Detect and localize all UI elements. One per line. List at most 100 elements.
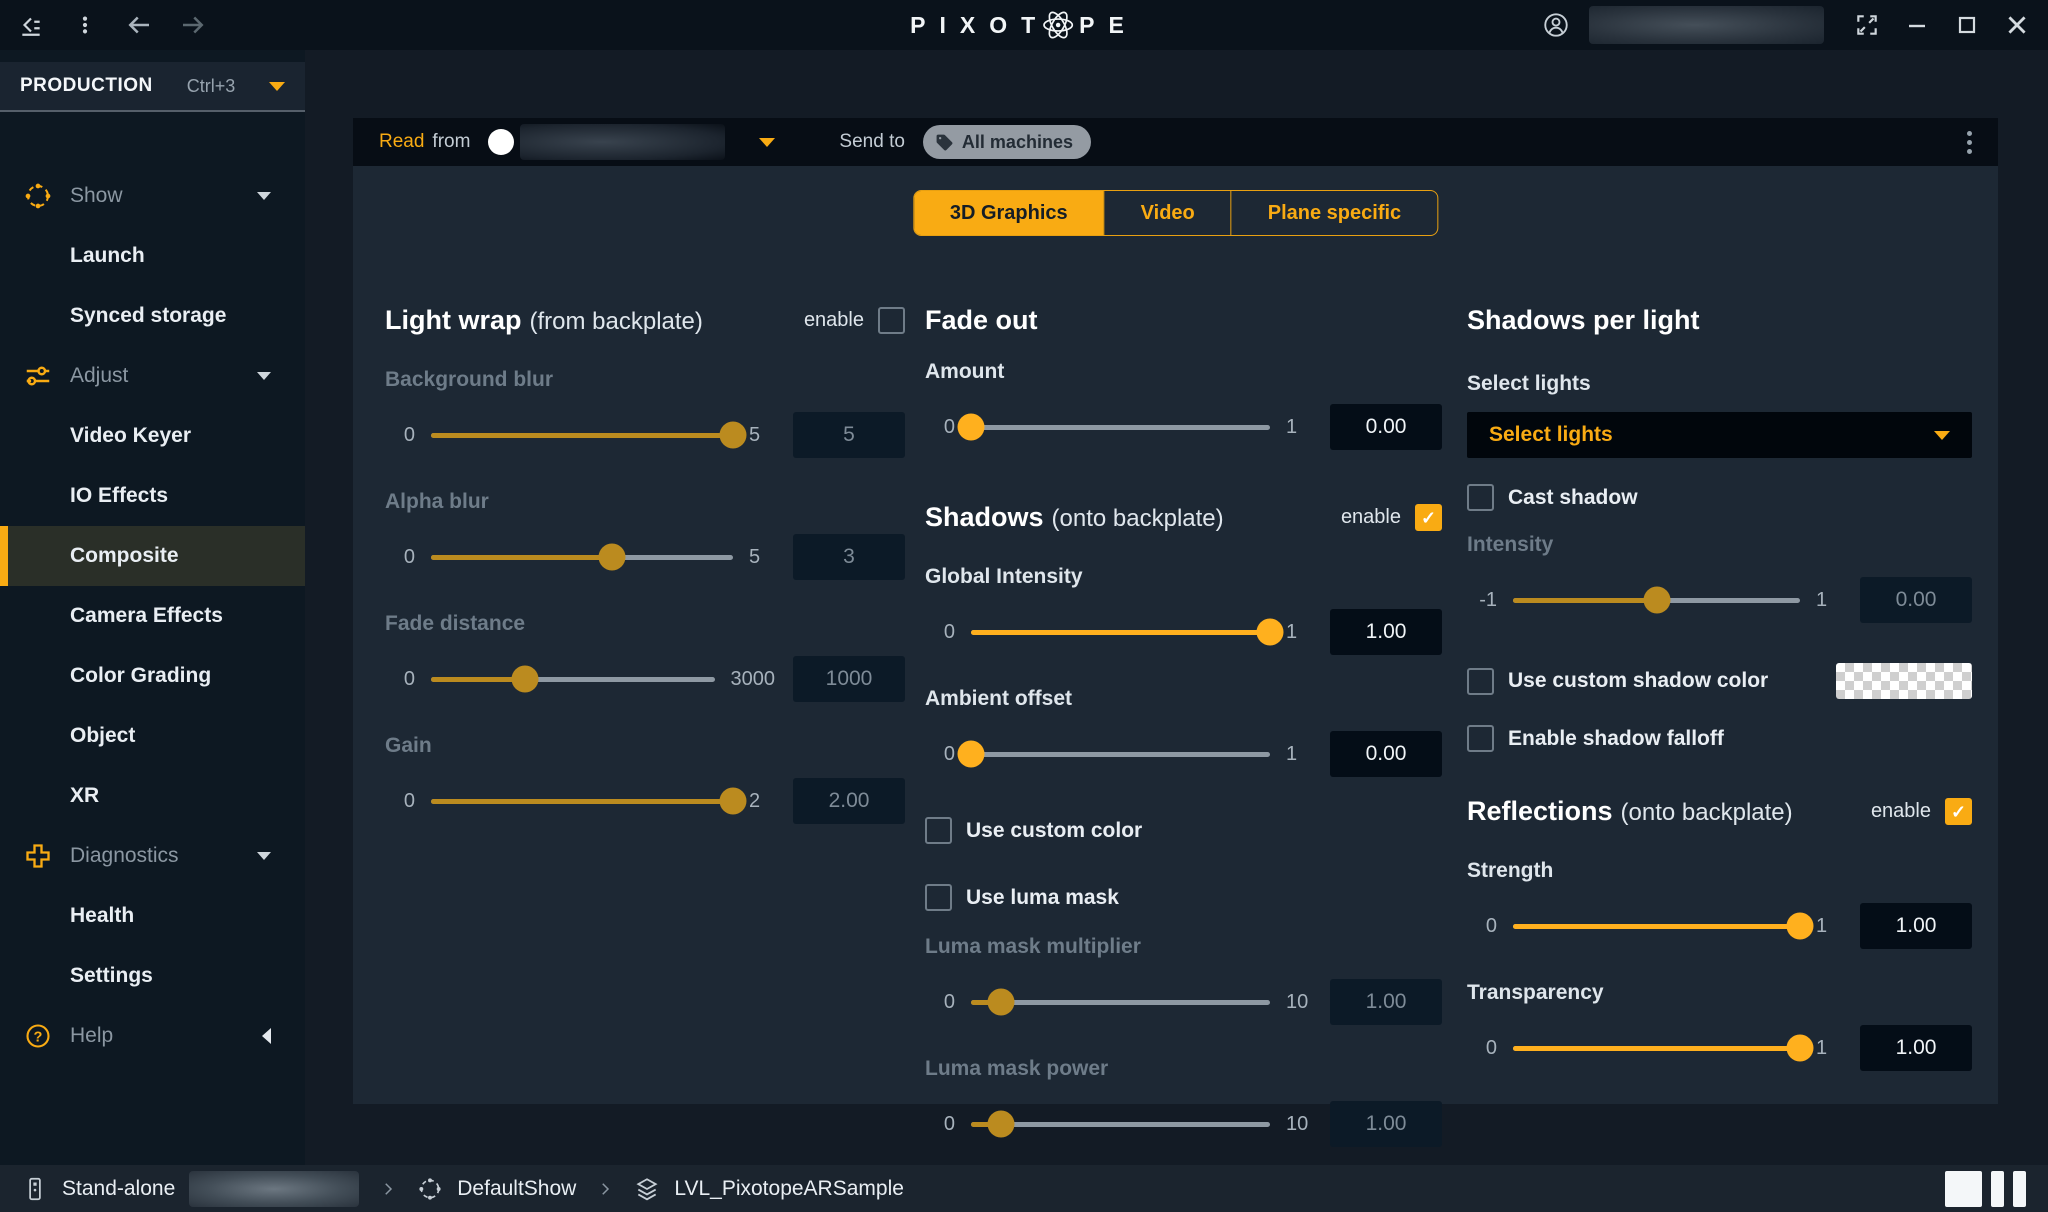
sidebar-item-settings[interactable]: Settings (0, 946, 305, 1006)
reflections-enable-checkbox[interactable] (1945, 798, 1972, 825)
transparency-value[interactable]: 1.00 (1860, 1025, 1972, 1071)
alpha-blur-value[interactable]: 3 (793, 534, 905, 580)
sidebar-item-diagnostics[interactable]: Diagnostics (0, 826, 305, 886)
layout-panels-control[interactable] (1945, 1170, 2026, 1207)
strength-slider: 0 1 1.00 (1467, 903, 1972, 949)
maximize-icon[interactable] (1952, 10, 1982, 40)
level-breadcrumb-label[interactable]: LVL_PixotopeARSample (674, 1176, 904, 1200)
slider-handle[interactable] (511, 665, 539, 693)
panel-kebab-icon[interactable] (1967, 130, 1972, 154)
all-machines-tag[interactable]: All machines (922, 125, 1091, 159)
slider-track[interactable] (431, 787, 747, 815)
tab-plane-specific[interactable]: Plane specific (1230, 191, 1437, 235)
sidebar-item-show[interactable]: Show (0, 166, 305, 226)
light-wrap-section: Light wrap (from backplate) enable Backgr… (385, 305, 905, 824)
menu-kebab-icon[interactable] (70, 10, 100, 40)
send-to-label: Send to (839, 131, 905, 152)
slider-handle[interactable] (987, 1110, 1015, 1138)
shadows-enable-row: enable (1341, 504, 1442, 531)
fade-out-title: Fade out (925, 305, 1038, 335)
show-breadcrumb-label[interactable]: DefaultShow (457, 1176, 577, 1200)
slider-track[interactable] (971, 1110, 1270, 1138)
close-icon[interactable] (2002, 10, 2032, 40)
background-blur-value[interactable]: 5 (793, 412, 905, 458)
ambient-offset-value[interactable]: 0.00 (1330, 731, 1442, 777)
chevron-down-icon[interactable] (759, 137, 776, 147)
slider-track[interactable] (1513, 586, 1800, 614)
slider-handle[interactable] (598, 543, 626, 571)
amount-value[interactable]: 0.00 (1330, 404, 1442, 450)
slider-track[interactable] (957, 740, 1270, 768)
light-wrap-enable-checkbox[interactable] (878, 307, 905, 334)
sidebar-item-health[interactable]: Health (0, 886, 305, 946)
sidebar-item-color-grading[interactable]: Color Grading (0, 646, 305, 706)
slider-handle[interactable] (987, 988, 1015, 1016)
slider-handle[interactable] (1786, 912, 1814, 940)
intensity-value[interactable]: 0.00 (1860, 577, 1972, 623)
redacted-machine-name[interactable] (520, 124, 726, 160)
tab-3d-graphics[interactable]: 3D Graphics (913, 191, 1104, 235)
collapse-sidebar-icon[interactable] (16, 10, 46, 40)
sidebar-item-label: Adjust (70, 364, 129, 387)
layout-panel-large[interactable] (1945, 1170, 1982, 1207)
slider-handle[interactable] (719, 787, 747, 815)
slider-track[interactable] (1513, 912, 1814, 940)
sidebar-item-object[interactable]: Object (0, 706, 305, 766)
luma-mask-power-value[interactable]: 1.00 (1330, 1101, 1442, 1147)
sidebar-item-synced-storage[interactable]: Synced storage (0, 286, 305, 346)
fade-distance-value[interactable]: 1000 (793, 656, 905, 702)
tab-video[interactable]: Video (1103, 191, 1231, 235)
cast-shadow-checkbox[interactable] (1467, 484, 1494, 511)
back-arrow-icon[interactable] (124, 10, 154, 40)
luma-mask-multiplier-slider: 0 10 1.00 (925, 979, 1442, 1025)
global-intensity-value[interactable]: 1.00 (1330, 609, 1442, 655)
slider-handle[interactable] (1786, 1034, 1814, 1062)
layout-panel-bar[interactable] (1991, 1170, 2004, 1207)
select-lights-dropdown[interactable]: Select lights (1467, 412, 1972, 458)
gain-value[interactable]: 2.00 (793, 778, 905, 824)
sidebar-item-io-effects[interactable]: IO Effects (0, 466, 305, 526)
shadows-enable-checkbox[interactable] (1415, 504, 1442, 531)
intensity-slider: -1 1 0.00 (1467, 577, 1972, 623)
strength-value[interactable]: 1.00 (1860, 903, 1972, 949)
use-custom-color-label: Use custom color (966, 818, 1143, 842)
mode-selector[interactable]: PRODUCTION Ctrl+3 (0, 62, 305, 112)
shadow-color-swatch[interactable] (1836, 663, 1972, 699)
slider-track[interactable] (431, 665, 715, 693)
slider-track[interactable] (957, 413, 1270, 441)
slider-track[interactable] (971, 988, 1270, 1016)
slider-handle[interactable] (957, 740, 985, 768)
layout-panel-bar[interactable] (2013, 1170, 2026, 1207)
sidebar-item-xr[interactable]: XR (0, 766, 305, 826)
luma-mask-multiplier-value[interactable]: 1.00 (1330, 979, 1442, 1025)
detach-window-icon[interactable] (1852, 10, 1882, 40)
slider-track[interactable] (431, 543, 733, 571)
use-custom-color-checkbox[interactable] (925, 817, 952, 844)
sidebar-item-help[interactable]: ? Help (0, 1006, 305, 1066)
sidebar-item-video-keyer[interactable]: Video Keyer (0, 406, 305, 466)
logo-text-left: PIXOT (910, 11, 1050, 38)
sidebar-item-camera-effects[interactable]: Camera Effects (0, 586, 305, 646)
enable-shadow-falloff-checkbox[interactable] (1467, 725, 1494, 752)
forward-arrow-icon[interactable] (178, 10, 208, 40)
read-send-bar: Read from Send to All machines (353, 118, 1998, 166)
sidebar-item-label: Color Grading (70, 664, 212, 687)
slider-handle[interactable] (719, 421, 747, 449)
slider-handle[interactable] (1643, 586, 1670, 614)
enable-shadow-falloff-label: Enable shadow falloff (1508, 726, 1724, 750)
slider-handle[interactable] (1256, 618, 1284, 646)
sidebar-item-adjust[interactable]: Adjust (0, 346, 305, 406)
minimize-icon[interactable] (1902, 10, 1932, 40)
slider-track[interactable] (431, 421, 747, 449)
slider-track[interactable] (971, 618, 1284, 646)
use-custom-shadow-color-checkbox[interactable] (1467, 667, 1494, 695)
fade-out-shadows-section: Fade out Amount 0 1 0.00 Shadows (onto ba… (925, 305, 1442, 1147)
slider-track[interactable] (1513, 1034, 1814, 1062)
pixotope-logo: PIXOT PE (910, 8, 1138, 42)
transparency-label: Transparency (1467, 981, 1604, 1004)
sidebar-item-launch[interactable]: Launch (0, 226, 305, 286)
slider-handle[interactable] (957, 413, 985, 441)
sidebar-item-composite[interactable]: Composite (0, 526, 305, 586)
user-account-icon[interactable] (1541, 10, 1571, 40)
use-luma-mask-checkbox[interactable] (925, 884, 952, 911)
